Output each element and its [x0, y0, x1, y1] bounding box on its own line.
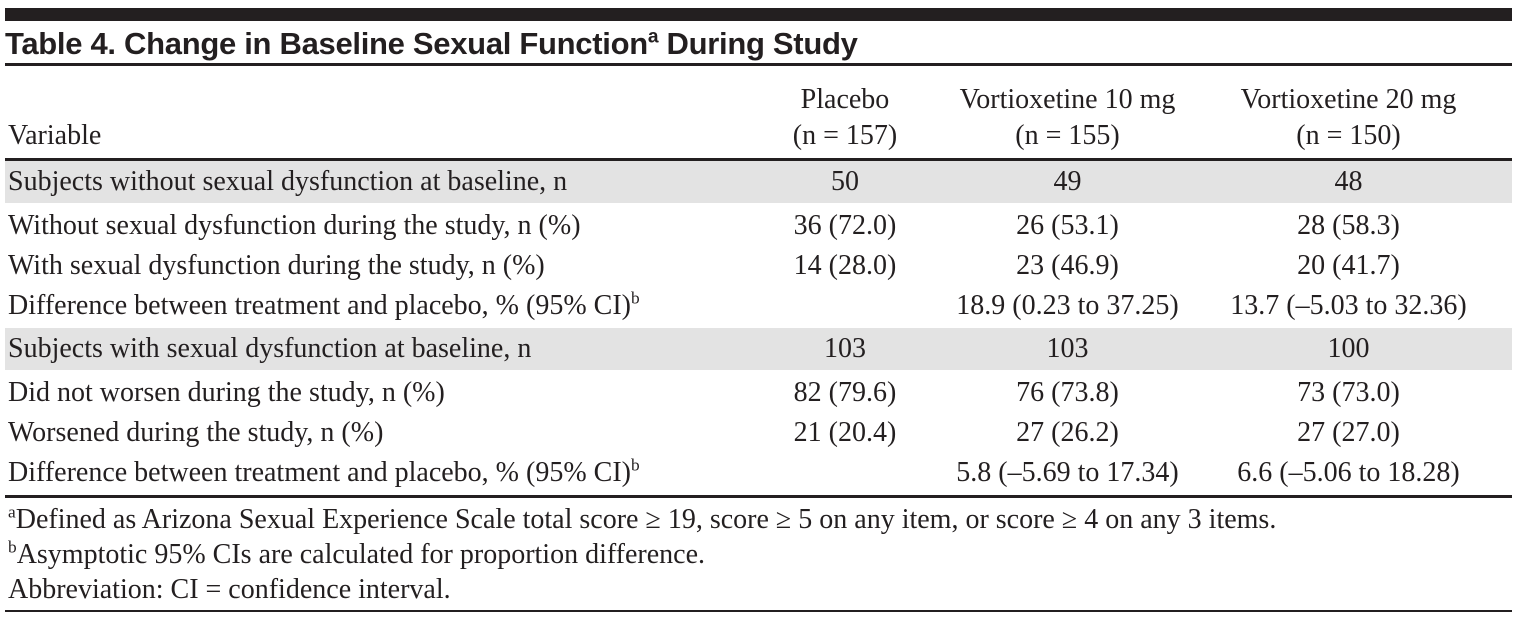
- row-label-superscript: b: [630, 288, 640, 308]
- cell-value: 82 (79.6): [793, 377, 897, 408]
- column-header-n: (n = 157): [792, 120, 898, 151]
- page-title: Table 4. Change in Baseline Sexual Funct…: [5, 25, 1512, 63]
- section-header-label: Subjects with sexual dysfunction at base…: [8, 333, 532, 364]
- table-row: Difference between treatment and placebo…: [5, 286, 1512, 326]
- column-header-placebo: Placebo (n = 157): [740, 82, 950, 154]
- cell-value: 28 (58.3): [1297, 210, 1400, 241]
- section-header-row-with-dysfunction: Subjects with sexual dysfunction at base…: [5, 328, 1512, 370]
- title-rule: [5, 63, 1512, 66]
- cell-value: 76 (73.8): [1016, 377, 1119, 408]
- row-label-text: Worsened during the study, n (%): [8, 417, 384, 448]
- cell-value: [740, 453, 950, 493]
- cell-value: 6.6 (–5.06 to 18.28): [1237, 457, 1460, 488]
- footnote-superscript: b: [8, 537, 17, 557]
- bottom-rule: [5, 610, 1512, 612]
- column-header-variable: Variable: [5, 118, 740, 154]
- cell-value: 100: [1327, 333, 1370, 364]
- row-label: Difference between treatment and placebo…: [5, 453, 740, 493]
- cell-value: 27 (26.2): [1016, 417, 1119, 448]
- row-label: Without sexual dysfunction during the st…: [5, 206, 740, 246]
- cell-value: 49: [1053, 166, 1082, 197]
- row-label: With sexual dysfunction during the study…: [5, 246, 740, 286]
- row-label-text: Difference between treatment and placebo…: [8, 457, 631, 488]
- footnotes: aDefined as Arizona Sexual Experience Sc…: [5, 502, 1512, 607]
- row-label-text: Difference between treatment and placebo…: [8, 290, 631, 321]
- cell-value: 48: [1334, 166, 1363, 197]
- table-row: Without sexual dysfunction during the st…: [5, 206, 1512, 246]
- column-header-label: Placebo: [800, 84, 890, 115]
- footnote-text: Defined as Arizona Sexual Experience Sca…: [15, 504, 1277, 535]
- cell-value: [740, 286, 950, 326]
- footnote-text: Abbreviation: CI = confidence interval.: [8, 574, 451, 605]
- table-end-rule: [5, 495, 1512, 498]
- cell-value: 5.8 (–5.69 to 17.34): [956, 457, 1179, 488]
- footnote-a: aDefined as Arizona Sexual Experience Sc…: [5, 502, 1512, 537]
- cell-value: 21 (20.4): [793, 417, 897, 448]
- row-label-text: Did not worsen during the study, n (%): [8, 377, 445, 408]
- footnote-text: Asymptotic 95% CIs are calculated for pr…: [16, 539, 706, 570]
- row-label-text: With sexual dysfunction during the study…: [8, 250, 545, 281]
- section-1-rows: Without sexual dysfunction during the st…: [0, 203, 1517, 328]
- row-label-superscript: b: [630, 455, 640, 475]
- cell-value: 103: [824, 333, 866, 364]
- cell-value: 13.7 (–5.03 to 32.36): [1230, 290, 1467, 321]
- row-label: Worsened during the study, n (%): [5, 413, 740, 453]
- column-header-n: (n = 155): [1015, 120, 1120, 151]
- cell-value: 36 (72.0): [793, 210, 897, 241]
- footnote-abbreviation: Abbreviation: CI = confidence interval.: [5, 572, 1512, 607]
- table-title-main: Table 4. Change in Baseline Sexual Funct…: [5, 26, 648, 61]
- top-rule-bar: [5, 8, 1512, 21]
- column-header-label: Variable: [8, 120, 102, 151]
- cell-value: 73 (73.0): [1297, 377, 1400, 408]
- cell-value: 14 (28.0): [793, 250, 897, 281]
- column-header-label: Vortioxetine 20 mg: [1240, 84, 1457, 115]
- column-header-label: Vortioxetine 10 mg: [959, 84, 1176, 115]
- column-header-vortioxetine-10mg: Vortioxetine 10 mg (n = 155): [950, 82, 1185, 154]
- section-2-rows: Did not worsen during the study, n (%) 8…: [0, 370, 1517, 495]
- column-header-row: Variable Placebo (n = 157) Vortioxetine …: [5, 66, 1512, 158]
- cell-value: 23 (46.9): [1016, 250, 1119, 281]
- table-row: Did not worsen during the study, n (%) 8…: [5, 373, 1512, 413]
- table-row: With sexual dysfunction during the study…: [5, 246, 1512, 286]
- header-rule: [5, 158, 1512, 161]
- section-header-label: Subjects without sexual dysfunction at b…: [8, 166, 568, 197]
- table-row: Difference between treatment and placebo…: [5, 453, 1512, 493]
- section-header-row-without-dysfunction: Subjects without sexual dysfunction at b…: [5, 161, 1512, 203]
- column-header-vortioxetine-20mg: Vortioxetine 20 mg (n = 150): [1185, 82, 1512, 154]
- cell-value: 103: [1046, 333, 1089, 364]
- cell-value: 18.9 (0.23 to 37.25): [956, 290, 1179, 321]
- table-title-superscript: a: [647, 26, 659, 48]
- table-title-rest: During Study: [658, 26, 858, 61]
- row-label: Difference between treatment and placebo…: [5, 286, 740, 326]
- row-label: Did not worsen during the study, n (%): [5, 373, 740, 413]
- cell-value: 20 (41.7): [1297, 250, 1400, 281]
- cell-value: 27 (27.0): [1297, 417, 1400, 448]
- column-header-n: (n = 150): [1296, 120, 1401, 151]
- footnote-b: bAsymptotic 95% CIs are calculated for p…: [5, 537, 1512, 572]
- row-label-text: Without sexual dysfunction during the st…: [8, 210, 581, 241]
- cell-value: 26 (53.1): [1016, 210, 1119, 241]
- cell-value: 50: [831, 166, 859, 197]
- footnote-superscript: a: [8, 502, 16, 522]
- table-row: Worsened during the study, n (%) 21 (20.…: [5, 413, 1512, 453]
